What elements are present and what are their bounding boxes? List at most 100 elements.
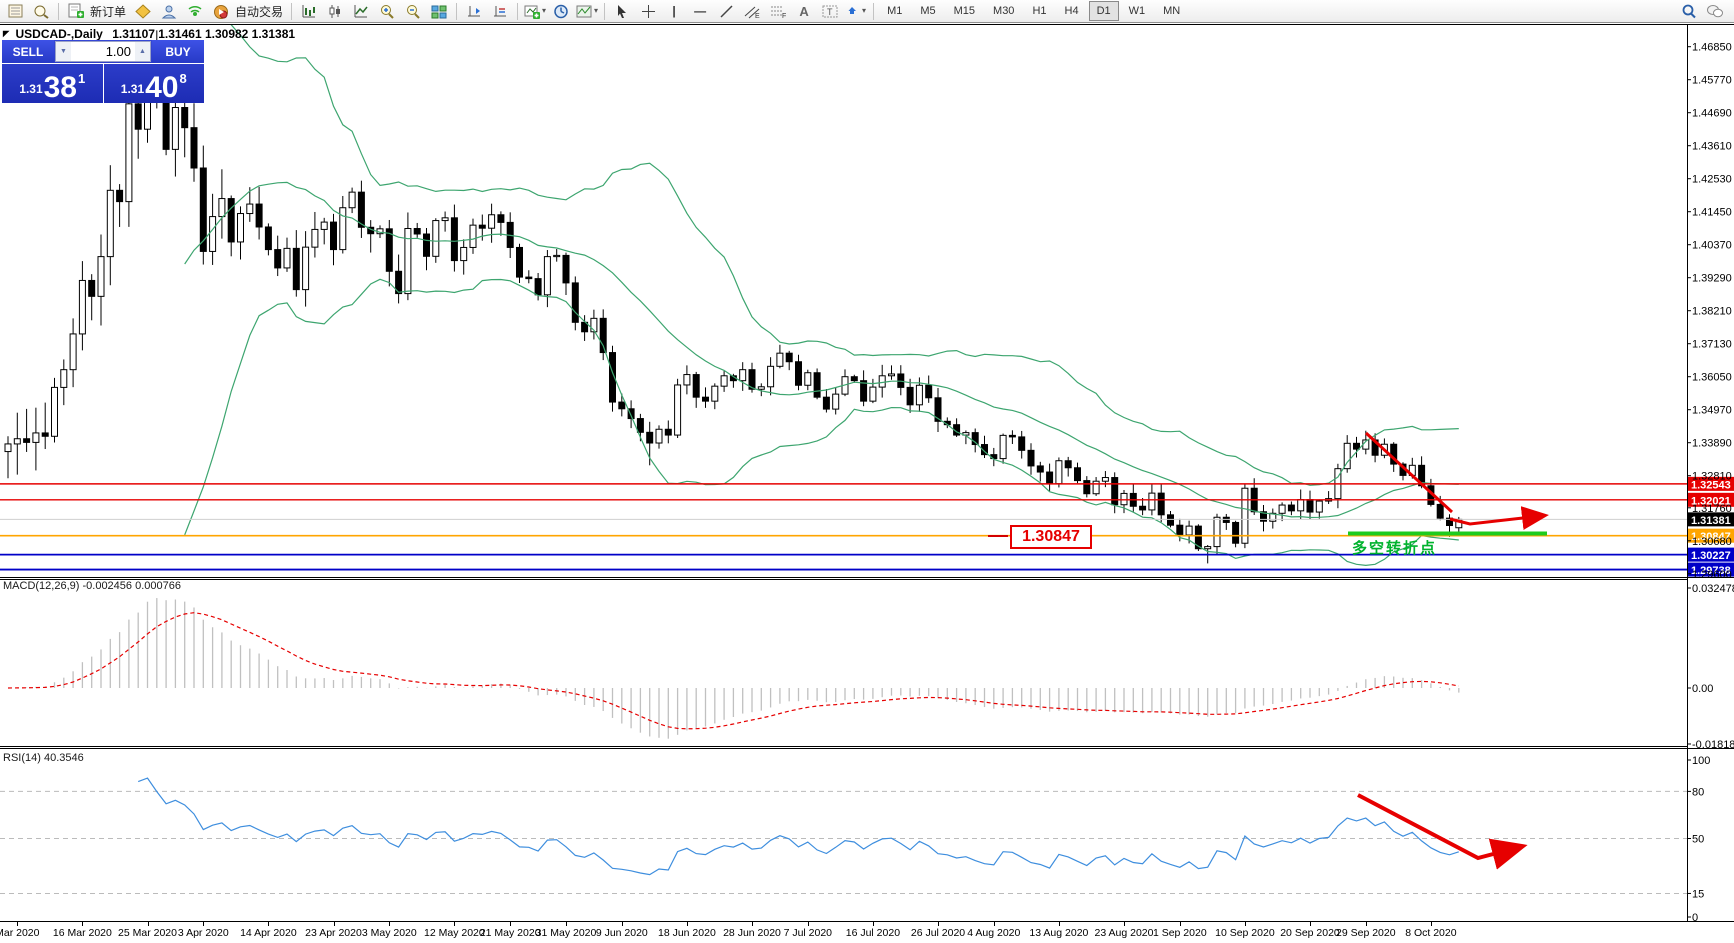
date-tick (872, 922, 874, 926)
bar-chart-icon[interactable] (296, 1, 322, 21)
tab-timeframe-h4[interactable]: H4 (1064, 5, 1079, 17)
date-tick-label: Mar 2020 (0, 927, 40, 939)
main-price-chart[interactable]: 1.325431.320211.313811.308471.302271.297… (0, 24, 1734, 577)
svg-text:0.032478: 0.032478 (1692, 583, 1734, 595)
macd-axis: 0.032478 0.00 -0.018182 (1687, 583, 1734, 749)
volume-input[interactable] (71, 42, 135, 61)
volume-stepper: ▼ ▲ (55, 41, 151, 62)
tab-timeframe-w1[interactable]: W1 (1128, 5, 1146, 17)
tile-windows-icon[interactable] (426, 1, 452, 21)
svg-text:0.00: 0.00 (1692, 683, 1713, 695)
sell-price[interactable]: 1.31 38 1 (2, 64, 104, 103)
metaeditor-icon[interactable] (130, 1, 156, 21)
crosshair-icon[interactable] (635, 1, 661, 21)
new-order-label[interactable]: 新订单 (90, 4, 127, 19)
volume-increase-button[interactable]: ▲ (135, 42, 150, 61)
date-tick-label: 16 Jul 2020 (845, 927, 901, 939)
buy-button[interactable]: BUY (152, 40, 204, 63)
date-tick (752, 922, 753, 926)
tab-timeframe-d1[interactable]: D1 (1088, 1, 1119, 21)
svg-text:1.31381: 1.31381 (1691, 515, 1731, 527)
sell-price-main: 38 (43, 70, 77, 104)
template-icon[interactable]: ▾ (574, 1, 600, 21)
chevron-down-icon: ▾ (594, 6, 599, 15)
svg-text:1.41450: 1.41450 (1692, 207, 1732, 219)
terminal-icon[interactable] (2, 1, 28, 21)
period-clock-icon[interactable] (548, 1, 574, 21)
strategy-tester-icon[interactable] (28, 1, 54, 21)
arrows-icon[interactable]: ▾ (843, 1, 869, 21)
ohlc-values: 1.31107 1.31461 1.30982 1.31381 (112, 27, 296, 41)
rsi-levels (0, 790, 1688, 894)
sell-price-pip: 1 (78, 71, 86, 86)
candlestick-chart-icon[interactable] (322, 1, 348, 21)
toolbar-separator (291, 2, 293, 20)
tab-timeframe-h1[interactable]: H1 (1032, 5, 1047, 17)
svg-text:1.37130: 1.37130 (1692, 339, 1732, 351)
indicator-window-icon[interactable] (461, 1, 487, 21)
svg-text:F: F (782, 13, 786, 19)
new-order-icon[interactable] (63, 1, 89, 21)
expert-advisors-icon[interactable] (156, 1, 182, 21)
rsi-line (137, 777, 1459, 876)
equidistant-channel-icon[interactable]: E (739, 1, 765, 21)
tab-timeframe-mn[interactable]: MN (1163, 5, 1181, 17)
search-icon[interactable] (1676, 1, 1702, 21)
chevron-down-icon: ▾ (542, 6, 547, 15)
svg-text:E: E (755, 13, 760, 19)
zoom-out-icon[interactable] (400, 1, 426, 21)
svg-text:1.32543: 1.32543 (1691, 479, 1731, 491)
pivot-point-text[interactable]: 多空转折点 (1352, 540, 1438, 557)
vertical-line-icon[interactable]: | (672, 4, 676, 18)
zoom-in-icon[interactable] (374, 1, 400, 21)
date-tick (1310, 922, 1311, 926)
sell-price-prefix: 1.31 (19, 82, 43, 96)
add-indicator-icon[interactable]: ▾ (522, 1, 548, 21)
symbol-period-label: USDCAD-,Daily (15, 27, 103, 41)
cursor-icon[interactable] (609, 1, 635, 21)
chart-title: ◤ USDCAD-,Daily 1.31107 1.31461 1.30982 … (3, 27, 295, 41)
macd-histogram (16, 598, 1460, 739)
tab-timeframe-m30[interactable]: M30 (993, 5, 1015, 17)
macd-indicator-panel[interactable]: 0.032478 0.00 -0.018182 (0, 577, 1734, 749)
svg-text:T: T (827, 7, 833, 17)
svg-text:-0.018182: -0.018182 (1692, 739, 1734, 749)
tab-timeframe-m15[interactable]: M15 (953, 5, 976, 17)
support-price-label[interactable]: 1.30847 (1010, 525, 1092, 549)
date-tick (389, 922, 391, 926)
buy-price-pip: 8 (179, 71, 187, 86)
date-tick (807, 922, 809, 926)
indicator-list-icon[interactable] (487, 1, 513, 21)
date-tick-label: 7 Jul 2020 (783, 927, 833, 939)
rsi-trend-arrow (1357, 793, 1528, 870)
date-tick (17, 922, 19, 926)
rsi-indicator-panel[interactable]: 100 80 50 15 0 (0, 749, 1734, 922)
chat-icon[interactable] (1702, 1, 1728, 21)
line-chart-icon[interactable] (348, 1, 374, 21)
date-tick-label: 31 May 2020 (535, 927, 597, 939)
horizontal-line-icon[interactable]: — (694, 4, 707, 18)
text-icon[interactable]: A (799, 3, 809, 19)
toolbar-separator (456, 2, 458, 20)
buy-price[interactable]: 1.31 40 8 (104, 64, 205, 103)
fibonacci-icon[interactable]: F (765, 1, 791, 21)
volume-decrease-button[interactable]: ▼ (56, 42, 71, 61)
svg-text:1.29738: 1.29738 (1691, 565, 1731, 577)
symbol-arrow-icon: ◤ (3, 29, 10, 38)
text-label-icon[interactable]: T (817, 1, 843, 21)
buy-price-prefix: 1.31 (120, 82, 145, 96)
sell-button[interactable]: SELL (2, 40, 54, 63)
autotrading-icon[interactable] (208, 1, 234, 21)
bollinger-bands (184, 24, 1459, 567)
trendline-icon[interactable] (713, 1, 739, 21)
signals-icon[interactable] (182, 1, 208, 21)
date-tick (938, 922, 939, 926)
tab-timeframe-m5[interactable]: M5 (920, 5, 936, 17)
tab-timeframe-m1[interactable]: M1 (887, 5, 903, 17)
toolbar: 新订单 自动交易 ▾ ▾ | — E F A T ▾ M1 M5 M15 M3 (0, 0, 1734, 23)
auto-trading-label[interactable]: 自动交易 (235, 4, 284, 19)
macd-signal-line (7, 612, 1459, 730)
date-tick-label: 18 Jun 2020 (657, 927, 716, 939)
